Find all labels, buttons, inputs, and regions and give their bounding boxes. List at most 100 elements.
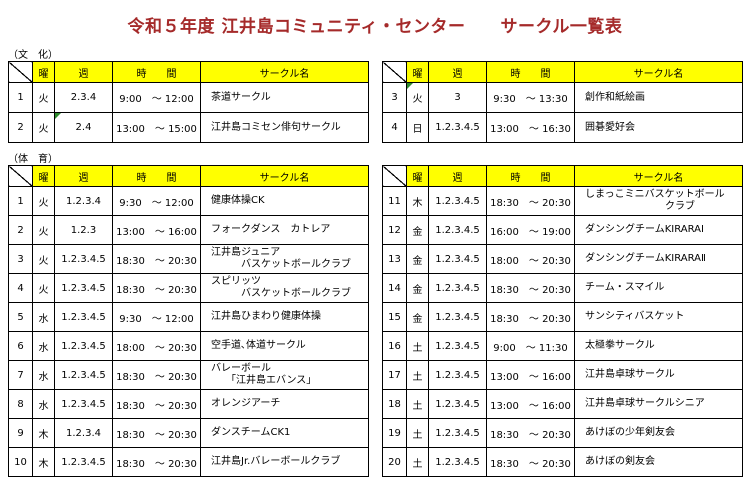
row-day: 金 [406,273,429,303]
table-header-row: 曜 週 時 間 サークル名 [382,165,743,187]
table-row: 20 土 1.2.3.4.5 18:30 ～ 20:30 あけぼの剣友会 [382,447,743,477]
row-time: 18:30 ～ 20:30 [112,418,201,448]
row-circle-name: 江井島卓球サークル [574,360,743,390]
row-time: 18:30 ～ 20:30 [112,244,201,274]
row-no: 1 [8,186,33,216]
row-day: 金 [406,302,429,332]
header-day: 曜 [406,61,429,83]
row-time: 13:00 ～ 16:00 [486,360,575,390]
header-time: 時 間 [486,61,575,83]
row-time: 18:30 ～ 20:30 [486,302,575,332]
row-no: 10 [8,447,33,477]
row-circle-name: フォークダンス カトレア [200,215,369,245]
header-time: 時 間 [486,165,575,187]
row-circle-name: 茶道サークル [200,82,369,113]
table-row: 4 日 1.2.3.4.5 13:00 ～ 16:30 囲碁愛好会 [382,112,743,143]
row-time: 18:30 ～ 20:30 [112,360,201,390]
row-day: 火 [32,215,55,245]
row-time: 9:30 ～ 13:30 [486,82,575,113]
header-name: サークル名 [200,61,369,83]
header-day: 曜 [406,165,429,187]
table-row: 10 木 1.2.3.4.5 18:30 ～ 20:30 江井島Jr.バレーボールクラブ [8,447,369,477]
row-day: 土 [406,389,429,419]
header-day: 曜 [32,61,55,83]
row-circle-name: あけぼの少年剣友会 [574,418,743,448]
row-week: 1.2.3.4.5 [54,447,113,477]
table-row: 8 水 1.2.3.4.5 18:30 ～ 20:30 オレンジアーチ [8,389,369,419]
row-week: 1.2.3.4.5 [54,244,113,274]
row-day: 火 [32,273,55,303]
row-time: 18:00 ～ 20:30 [486,244,575,274]
row-week: 1.2.3.4.5 [54,331,113,361]
row-day: 火 [32,112,55,143]
row-no: 19 [382,418,407,448]
row-week: 1.2.3.4.5 [428,215,487,245]
table-row: 2 火 1.2.3 13:00 ～ 16:00 フォークダンス カトレア [8,215,369,245]
row-no: 16 [382,331,407,361]
row-day: 木 [32,418,55,448]
culture-section-label: （文 化） [8,50,58,61]
row-week: 1.2.3.4.5 [428,302,487,332]
row-circle-name: ダンスチームCK1 [200,418,369,448]
corner-cell [382,165,407,187]
row-no: 8 [8,389,33,419]
row-no: 9 [8,418,33,448]
row-time: 9:30 ～ 12:00 [112,302,201,332]
table-row: 7 水 1.2.3.4.5 18:30 ～ 20:30 バレーボール 「江井島エバンス」 [8,360,369,390]
table-row: 13 金 1.2.3.4.5 18:00 ～ 20:30 ダンシングチームKIRARAⅡ [382,244,743,274]
row-week: 1.2.3.4.5 [428,186,487,216]
header-week: 週 [428,61,487,83]
table-row: 15 金 1.2.3.4.5 18:30 ～ 20:30 サンシティバスケット [382,302,743,332]
table-header-row: 曜 週 時 間 サークル名 [8,61,369,83]
table-row: 4 火 1.2.3.4.5 18:30 ～ 20:30 スピリッツ バスケットボールクラ… [8,273,369,303]
sports-table-right: 曜 週 時 間 サークル名 11 木 1.2.3.4.5 18:30 ～ 20:30 し… [382,165,743,477]
row-no: 1 [8,82,33,113]
row-circle-name: バレーボール 「江井島エバンス」 [200,360,369,390]
row-week: 1.2.3.4.5 [54,302,113,332]
row-time: 18:00 ～ 20:30 [112,331,201,361]
row-day: 火 [32,82,55,113]
row-time: 13:00 ～ 16:00 [486,389,575,419]
table-row: 16 土 1.2.3.4.5 9:00 ～ 11:30 太極拳サークル [382,331,743,361]
row-circle-name: チーム・スマイル [574,273,743,303]
row-day: 水 [32,389,55,419]
row-time: 18:30 ～ 20:30 [112,273,201,303]
row-circle-name: 江井島ジュニア バスケットボールクラブ [200,244,369,274]
row-no: 6 [8,331,33,361]
row-week: 1.2.3.4.5 [428,331,487,361]
row-circle-name: オレンジアーチ [200,389,369,419]
table-row: 3 火 1.2.3.4.5 18:30 ～ 20:30 江井島ジュニア バスケットボール… [8,244,369,274]
row-week: 1.2.3.4 [54,418,113,448]
row-day: 火 [32,186,55,216]
table-header-row: 曜 週 時 間 サークル名 [382,61,743,83]
header-name: サークル名 [574,165,743,187]
row-day: 土 [406,360,429,390]
culture-table-left: 曜 週 時 間 サークル名 1 火 2.3.4 9:00 ～ 12:00 茶道サ… [8,61,369,143]
row-circle-name: 健康体操CK [200,186,369,216]
row-no: 20 [382,447,407,477]
table-header-row: 曜 週 時 間 サークル名 [8,165,369,187]
row-no: 4 [8,273,33,303]
header-time: 時 間 [112,61,201,83]
row-week: 1.2.3.4.5 [54,360,113,390]
row-circle-name: あけぼの剣友会 [574,447,743,477]
row-time: 13:00 ～ 16:00 [112,215,201,245]
row-time: 18:30 ～ 20:30 [486,186,575,216]
row-no: 15 [382,302,407,332]
row-time: 16:00 ～ 19:00 [486,215,575,245]
row-day: 土 [406,447,429,477]
row-day: 木 [406,186,429,216]
row-week: 1.2.3.4.5 [428,418,487,448]
row-day: 日 [406,112,429,143]
row-week: 1.2.3.4.5 [428,112,487,143]
culture-table-right: 曜 週 時 間 サークル名 3 火 3 9:30 ～ 13:30 創作和紙絵画 … [382,61,743,143]
table-row: 2 火 2.4 13:00 ～ 15:00 江井島コミセン俳句サークル [8,112,369,143]
row-day: 火 [406,82,429,113]
row-week: 3 [428,82,487,113]
corner-cell [8,165,33,187]
table-row: 5 水 1.2.3.4.5 9:30 ～ 12:00 江井島ひまわり健康体操 [8,302,369,332]
row-week: 1.2.3.4.5 [428,360,487,390]
row-circle-name: ダンシングチームKIRARAⅠ [574,215,743,245]
row-day: 水 [32,302,55,332]
row-time: 18:30 ～ 20:30 [486,447,575,477]
